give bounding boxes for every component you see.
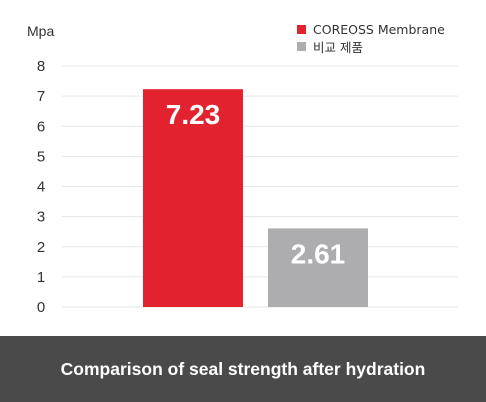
y-tick-label: 4 (37, 179, 45, 196)
bar-value-labels: 7.23 2.61 (166, 99, 346, 269)
gridlines (62, 65, 458, 308)
chart-area: Mpa 0 1 2 3 4 5 6 7 8 7.23 2.61 COREOSS Membrane … (27, 21, 458, 316)
y-tick-label: 2 (37, 239, 45, 256)
y-tick-label: 6 (37, 118, 45, 135)
chart-legend: COREOSS Membrane 비교 제품 (297, 21, 445, 55)
bar-value-label: 7.23 (166, 99, 221, 130)
legend-label: 비교 제품 (313, 40, 363, 55)
chart-caption: Comparison of seal strength after hydrat… (60, 358, 426, 379)
y-axis-unit-label: Mpa (27, 23, 54, 39)
y-tick-label: 3 (37, 209, 45, 226)
legend-swatch-red (297, 25, 306, 34)
bar-comparison-product (268, 228, 368, 307)
legend-item-comparison: 비교 제품 (297, 38, 445, 55)
bar-coreoss-membrane (143, 89, 243, 307)
legend-label: COREOSS Membrane (313, 22, 445, 37)
y-tick-label: 0 (37, 299, 45, 316)
y-tick-label: 1 (37, 269, 45, 286)
bars (143, 89, 368, 307)
y-axis-ticks: 0 1 2 3 4 5 6 7 8 (37, 58, 45, 316)
y-tick-label: 8 (37, 58, 45, 75)
caption-banner: Comparison of seal strength after hydrat… (0, 336, 486, 402)
legend-swatch-gray (297, 42, 306, 51)
y-tick-label: 5 (37, 148, 45, 165)
legend-item-coreoss: COREOSS Membrane (297, 21, 445, 38)
y-tick-label: 7 (37, 88, 45, 105)
bar-value-label: 2.61 (291, 238, 346, 269)
bar-chart: Mpa 0 1 2 3 4 5 6 7 8 7.23 2.61 (27, 23, 458, 316)
